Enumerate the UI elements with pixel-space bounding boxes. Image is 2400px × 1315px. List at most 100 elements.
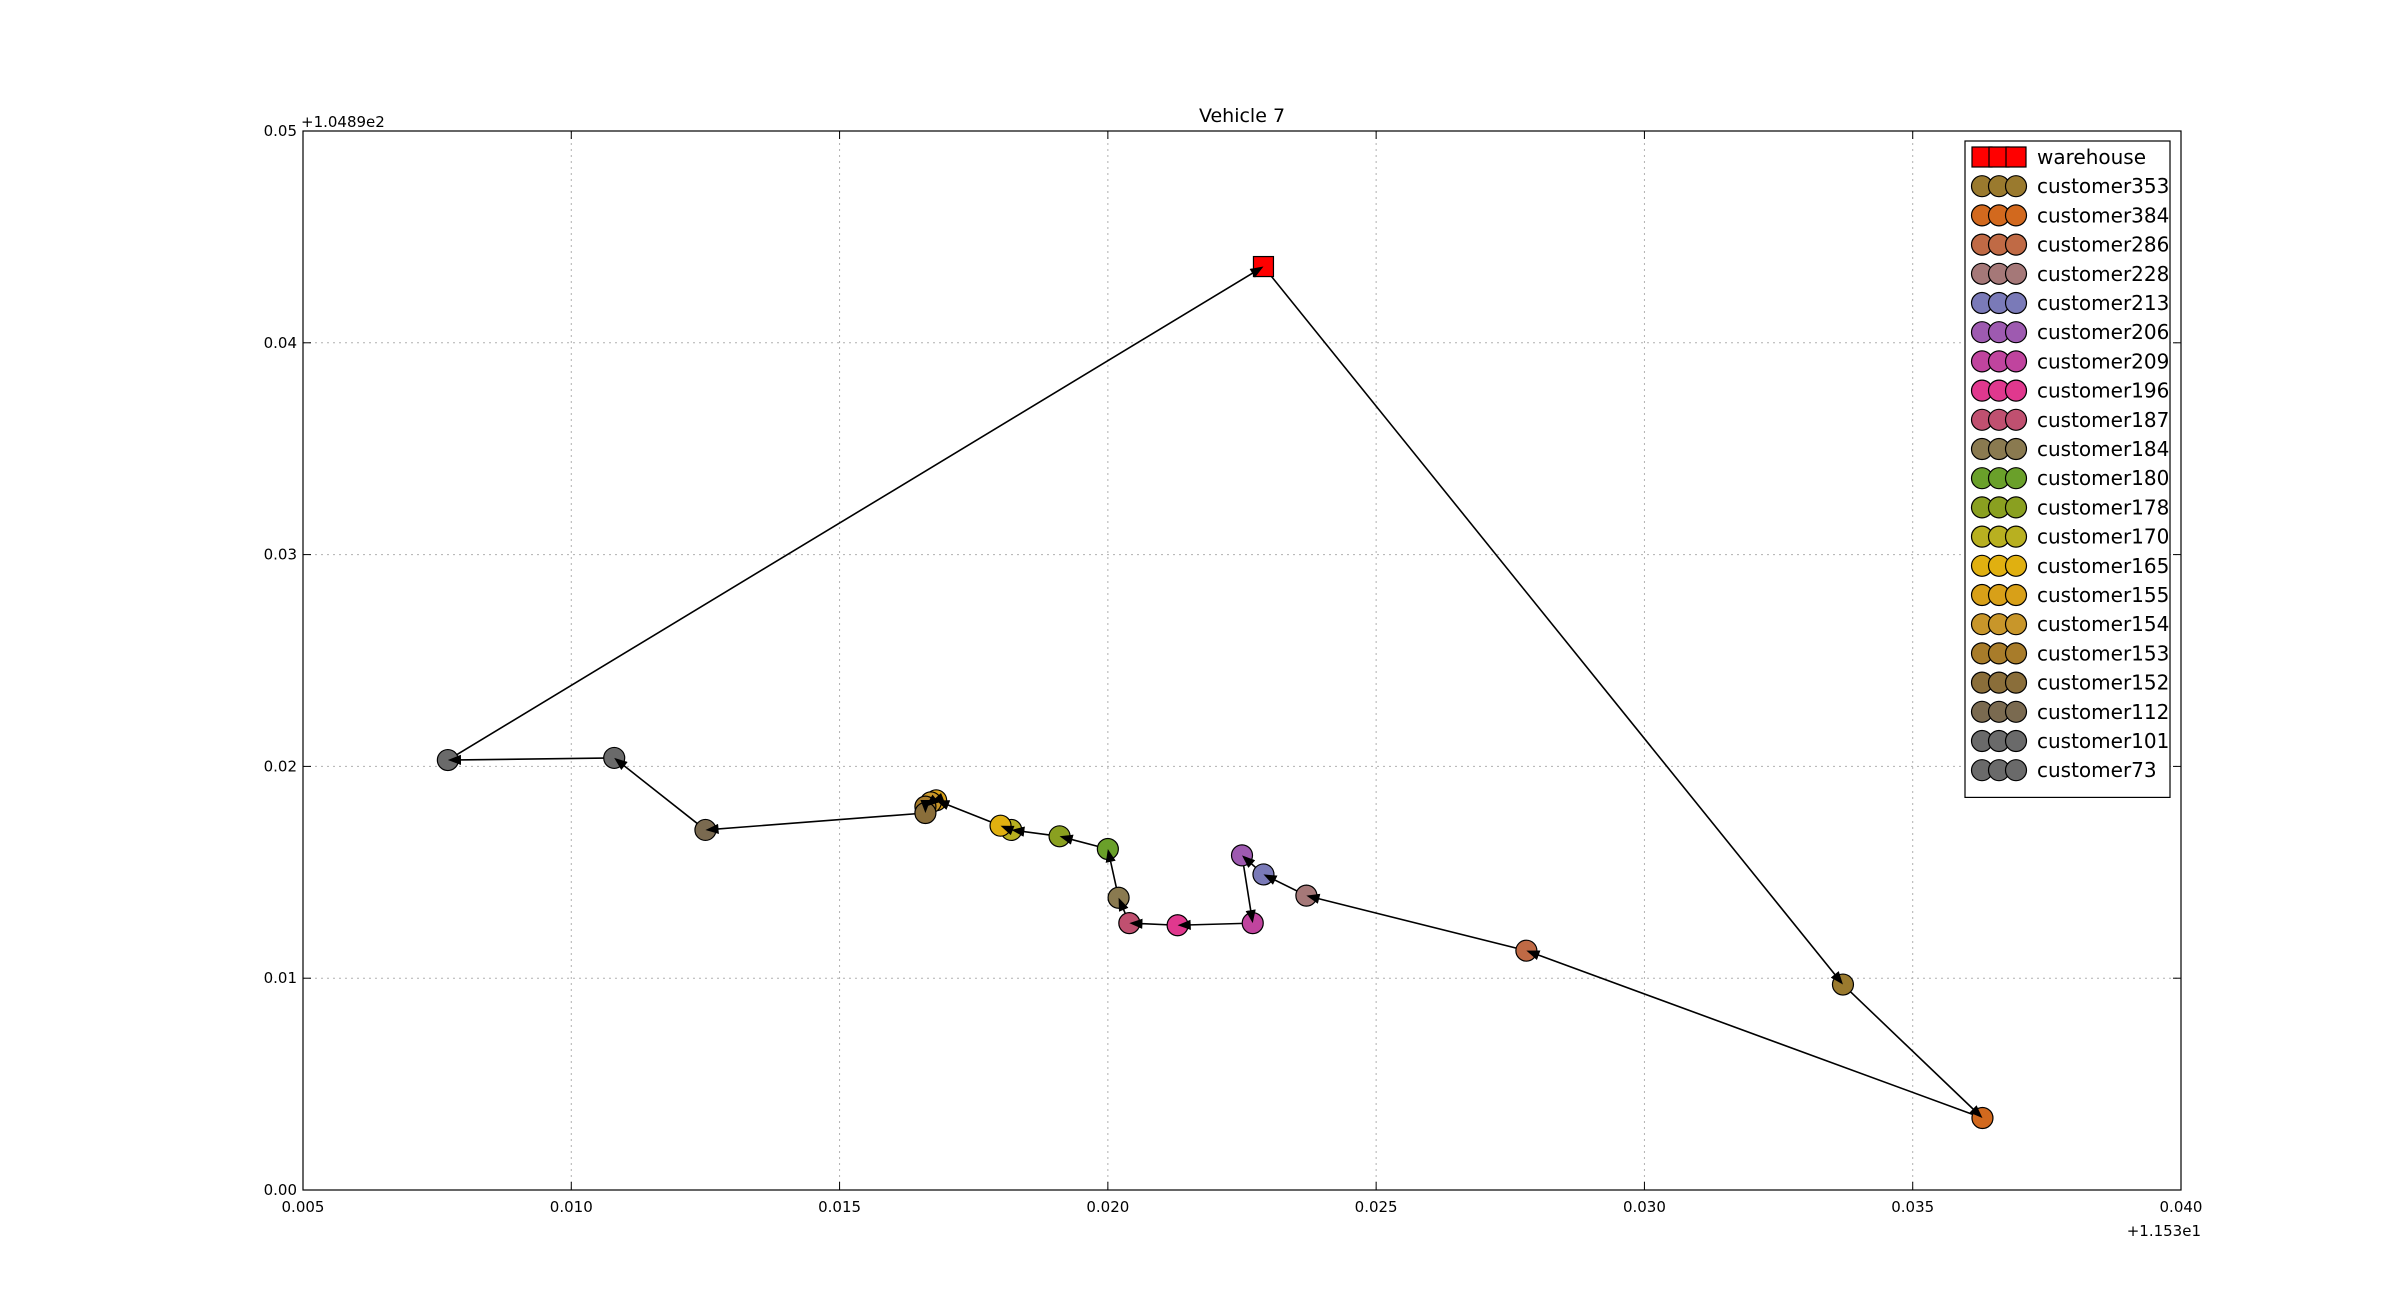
legend-circle-marker (2004, 467, 2028, 490)
x-tick-label: 0.005 (282, 1198, 325, 1216)
route-segment (1306, 894, 1527, 952)
x-axis-ticks: 0.005 0.010 0.015 0.020 0.025 0.030 0.035 0.040 (282, 131, 2202, 1216)
y-tick-label: 0.05 (264, 122, 297, 140)
x-tick-label: 0.025 (1355, 1198, 1398, 1216)
y-axis-ticks: 0.00 0.01 0.02 0.03 0.04 0.05 (264, 122, 2181, 1199)
legend-circle-marker (2004, 525, 2028, 548)
route-arrow-head (920, 799, 931, 813)
legend-circle-marker (2004, 671, 2028, 694)
legend-circle-marker (2004, 642, 2028, 665)
legend-entry: customer155 (1970, 583, 2169, 607)
x-tick-label: 0.015 (818, 1198, 861, 1216)
legend-circle-marker (2004, 700, 2028, 723)
chart-title: Vehicle 7 (1199, 105, 1285, 127)
legend-circle-marker (2004, 175, 2028, 198)
legend-entry: customer286 (1970, 233, 2169, 257)
legend: warehouse customer353 customer384 customer2… (1964, 140, 2171, 799)
legend-circle-marker (2004, 262, 2028, 285)
legend-circle-marker (2004, 437, 2028, 461)
plot-frame (302, 130, 2182, 1191)
legend-entry: customer353 (1970, 174, 2169, 198)
legend-label: customer112 (2037, 700, 2169, 724)
route-arrow-head (1969, 1105, 1983, 1118)
legend-circle-marker (2004, 759, 2028, 782)
legend-entry: customer165 (1970, 554, 2169, 578)
legend-label: customer153 (2037, 641, 2169, 665)
legend-entry: customer112 (1970, 700, 2169, 724)
legend-label: customer213 (2037, 291, 2169, 315)
legend-circle-marker (2004, 613, 2028, 636)
route-segment (705, 812, 926, 831)
route-arrow-head (1245, 909, 1256, 924)
legend-entry: customer206 (1970, 320, 2169, 344)
grid (303, 131, 2181, 1190)
legend-entry: customer170 (1970, 525, 2169, 549)
route-segment (613, 757, 706, 831)
legend-entry: customer196 (1970, 379, 2169, 403)
legend-circle-marker (2004, 291, 2028, 315)
legend-entry: customer209 (1970, 349, 2169, 373)
route-arrow-head (1526, 950, 1541, 960)
legend-circle-marker (2004, 321, 2028, 344)
legend-circle-marker (2004, 350, 2028, 373)
legend-label: customer184 (2037, 437, 2169, 461)
route-arrow-head (447, 754, 461, 765)
legend-circle-marker (2004, 233, 2028, 256)
route-segment (447, 757, 615, 761)
legend-label: customer178 (2037, 495, 2169, 519)
route-arrow-head (614, 757, 628, 770)
legend-label: customer170 (2037, 525, 2169, 549)
legend-label: customer228 (2037, 262, 2169, 286)
legend-entry: customer178 (1970, 495, 2169, 519)
legend-circle-marker (2004, 408, 2028, 431)
route-arrow-head (936, 800, 951, 810)
legend-label: customer152 (2037, 671, 2169, 695)
legend-label: customer187 (2037, 408, 2169, 432)
legend-label: customer155 (2037, 583, 2169, 607)
legend-label: customer209 (2037, 349, 2169, 373)
legend-label: customer180 (2037, 466, 2169, 490)
x-tick-label: 0.020 (1086, 1198, 1129, 1216)
y-offset-label: +1.0489e2 (301, 113, 385, 131)
route-markers (436, 255, 1994, 1130)
y-tick-label: 0.01 (264, 969, 297, 987)
legend-entry: customer187 (1970, 408, 2169, 432)
legend-label: customer196 (2037, 379, 2169, 403)
x-tick-label: 0.030 (1623, 1198, 1666, 1216)
route-segment (1842, 983, 1984, 1119)
legend-label: customer286 (2037, 233, 2169, 257)
legend-label: customer101 (2037, 729, 2169, 753)
legend-entry: warehouse (1971, 145, 2146, 169)
legend-circle-marker (2004, 379, 2028, 402)
legend-label: customer384 (2037, 203, 2169, 227)
legend-label: customer73 (2037, 758, 2157, 782)
legend-label: customer353 (2037, 174, 2169, 198)
legend-entry: customer384 (1970, 203, 2169, 227)
route-arrow-head (1177, 919, 1191, 930)
route-arrow-head (1249, 266, 1264, 278)
route-segment (1262, 266, 1844, 986)
y-tick-label: 0.03 (264, 546, 297, 564)
legend-entry: customer184 (1970, 437, 2169, 461)
route-segment (447, 265, 1264, 761)
legend-entry: customer180 (1970, 466, 2169, 490)
route-arrow-head (1263, 874, 1278, 885)
legend-circle-marker (2004, 729, 2028, 753)
legend-label: customer206 (2037, 320, 2169, 344)
route-arrow-head (1129, 918, 1143, 929)
y-tick-label: 0.02 (264, 757, 297, 775)
route-arrow-head (1306, 893, 1321, 904)
route-path (447, 265, 1984, 1119)
legend-entry: customer228 (1970, 262, 2169, 286)
legend-entry: customer213 (1970, 291, 2169, 315)
legend-entry: customer154 (1970, 612, 2169, 636)
legend-circle-marker (2004, 496, 2028, 519)
route-arrow-head (705, 823, 719, 834)
y-tick-label: 0.04 (264, 334, 297, 352)
x-tick-label: 0.010 (550, 1198, 593, 1216)
route-segment (1526, 949, 1983, 1119)
route-arrow-head (1059, 834, 1074, 845)
legend-entry: customer73 (1970, 758, 2157, 782)
legend-label: customer165 (2037, 554, 2169, 578)
